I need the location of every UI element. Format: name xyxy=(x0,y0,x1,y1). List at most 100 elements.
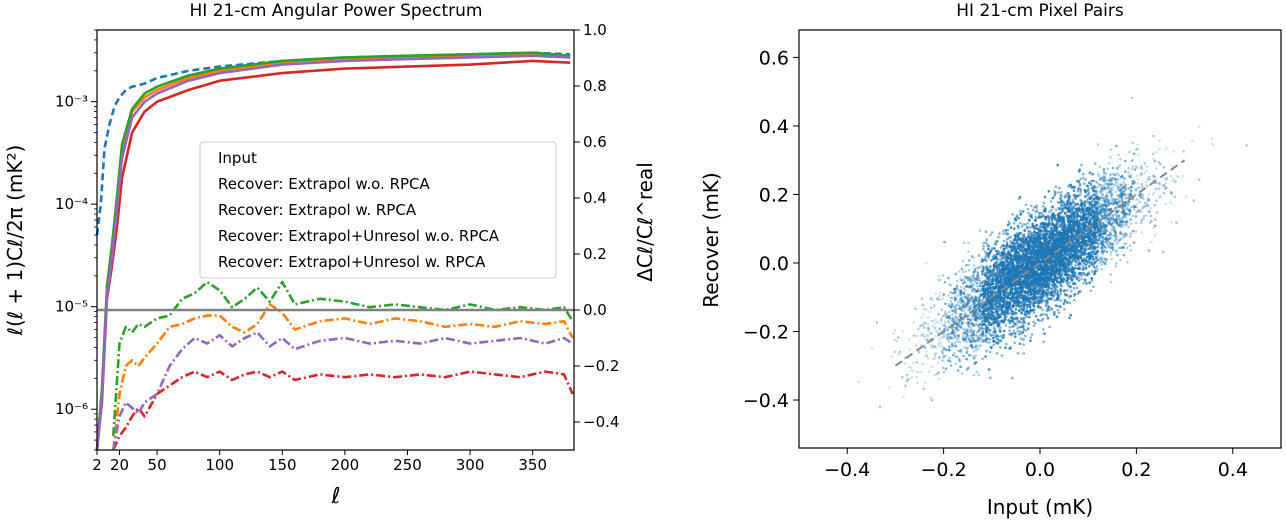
scatter-point xyxy=(1121,206,1124,209)
scatter-point xyxy=(1170,174,1173,178)
scatter-point xyxy=(964,305,968,308)
scatter-point xyxy=(949,305,953,309)
scatter-point xyxy=(932,344,936,348)
scatter-point xyxy=(1100,225,1103,229)
scatter-point xyxy=(955,322,959,326)
scatter-point xyxy=(957,328,960,332)
scatter-point xyxy=(1122,209,1125,212)
right-chart-title: HI 21-cm Pixel Pairs xyxy=(956,1,1124,21)
scatter-point xyxy=(960,309,964,313)
scatter-point xyxy=(1118,220,1122,224)
scatter-point xyxy=(938,294,941,298)
scatter-point xyxy=(878,405,882,409)
scatter-point xyxy=(1103,200,1107,203)
scatter-point xyxy=(1110,195,1113,198)
scatter-point xyxy=(1123,159,1127,163)
scatter-point xyxy=(1102,210,1106,213)
scatter-point xyxy=(944,302,947,306)
scatter-point xyxy=(969,304,973,308)
scatter-point xyxy=(1106,237,1110,241)
scatter-point xyxy=(949,364,953,367)
scatter-point xyxy=(1111,166,1115,170)
scatter-point xyxy=(1012,222,1016,225)
scatter-point xyxy=(1105,250,1109,254)
scatter-point xyxy=(1103,226,1107,229)
scatter-point xyxy=(942,293,946,296)
scatter-point xyxy=(1106,186,1110,189)
scatter-point xyxy=(1115,172,1119,175)
scatter-point xyxy=(963,281,966,284)
scatter-point xyxy=(929,332,932,336)
scatter-point xyxy=(1171,179,1174,183)
scatter-point xyxy=(1148,221,1152,224)
x-tick-label: 200 xyxy=(331,456,360,474)
scatter-point xyxy=(976,316,979,320)
scatter-point xyxy=(1125,220,1129,223)
scatter-point xyxy=(972,300,975,304)
scatter-point xyxy=(960,323,963,327)
scatter-point xyxy=(1148,198,1151,202)
scatter-point xyxy=(978,307,982,311)
scatter-point xyxy=(1162,192,1166,195)
scatter-point xyxy=(1129,248,1132,252)
scatter-point xyxy=(953,291,956,294)
scatter-point xyxy=(970,344,974,348)
scatter-point xyxy=(1123,177,1126,180)
scatter-point xyxy=(1097,236,1101,240)
scatter-point xyxy=(947,340,951,344)
scatter-point xyxy=(1116,210,1119,214)
scatter-point xyxy=(1096,268,1100,271)
scatter-point xyxy=(975,276,979,280)
scatter-point xyxy=(1116,186,1120,189)
scatter-point xyxy=(1112,172,1115,176)
scatter-point xyxy=(977,324,981,327)
scatter-point xyxy=(964,337,968,341)
scatter-point xyxy=(1117,153,1120,157)
scatter-point xyxy=(1103,186,1106,190)
scatter-point xyxy=(1114,206,1118,210)
scatter-point xyxy=(1154,218,1157,221)
scatter-point xyxy=(1155,150,1158,154)
scatter-point xyxy=(1034,321,1037,325)
scatter-point xyxy=(1113,177,1117,181)
scatter-point xyxy=(941,314,945,318)
scatter-point xyxy=(972,270,975,274)
x-tick-label: 350 xyxy=(518,456,547,474)
scatter-point xyxy=(1095,190,1098,194)
scatter-point xyxy=(954,326,958,330)
right-y-tick-label: −0.2 xyxy=(583,357,619,375)
scatter-point xyxy=(954,315,957,319)
scatter-points xyxy=(857,96,1248,409)
scatter-point xyxy=(901,330,904,333)
scatter-point xyxy=(1119,258,1122,262)
scatter-point xyxy=(1118,224,1122,228)
scatter-point xyxy=(1080,277,1083,281)
scatter-point xyxy=(974,354,978,357)
scatter-point xyxy=(1108,221,1111,224)
scatter-point xyxy=(1109,202,1112,205)
scatter-point xyxy=(1032,324,1036,328)
scatter-point xyxy=(979,293,983,296)
scatter-point xyxy=(976,300,979,303)
scatter-point xyxy=(936,297,939,301)
scatter-point xyxy=(1117,214,1121,217)
scatter-point xyxy=(1119,232,1122,236)
scatter-point xyxy=(934,292,937,296)
scatter-point xyxy=(1101,260,1105,264)
scatter-point xyxy=(1175,221,1178,224)
series-line-5 xyxy=(112,303,574,451)
scatter-point xyxy=(941,297,945,300)
scatter-point xyxy=(967,354,971,357)
scatter-point xyxy=(973,267,977,271)
scatter-point xyxy=(1134,205,1137,209)
scatter-point xyxy=(1105,240,1108,244)
scatter-point xyxy=(948,356,952,360)
scatter-point xyxy=(1110,202,1113,205)
scatter-point xyxy=(917,350,921,354)
scatter-point xyxy=(1104,238,1108,242)
scatter-point xyxy=(1113,228,1116,231)
scatter-point xyxy=(1113,201,1116,204)
scatter-point xyxy=(930,365,934,368)
scatter-point xyxy=(1137,209,1140,212)
scatter-point xyxy=(938,291,942,295)
